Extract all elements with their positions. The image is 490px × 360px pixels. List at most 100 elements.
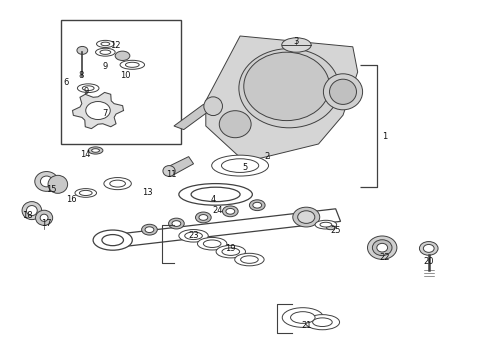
Ellipse shape: [199, 215, 208, 220]
Ellipse shape: [219, 111, 251, 138]
Text: 25: 25: [330, 226, 341, 235]
Text: 23: 23: [188, 231, 199, 240]
Text: 10: 10: [120, 71, 130, 80]
Ellipse shape: [92, 149, 99, 152]
Polygon shape: [103, 209, 341, 248]
Text: 13: 13: [142, 188, 152, 197]
Text: 21: 21: [301, 321, 312, 330]
Text: 9: 9: [83, 87, 88, 96]
Ellipse shape: [179, 184, 252, 205]
Ellipse shape: [203, 240, 221, 247]
Ellipse shape: [249, 200, 265, 211]
Ellipse shape: [372, 240, 392, 256]
Ellipse shape: [298, 211, 315, 223]
Ellipse shape: [101, 42, 110, 46]
Ellipse shape: [423, 244, 434, 252]
Text: 4: 4: [211, 195, 216, 204]
Text: 8: 8: [78, 71, 83, 80]
Text: 20: 20: [423, 256, 434, 265]
Ellipse shape: [145, 227, 154, 233]
Text: 18: 18: [22, 211, 32, 220]
Ellipse shape: [222, 206, 238, 217]
Ellipse shape: [77, 46, 88, 54]
Ellipse shape: [26, 206, 37, 216]
Ellipse shape: [125, 62, 139, 67]
Ellipse shape: [142, 224, 157, 235]
Ellipse shape: [222, 248, 240, 255]
Text: 14: 14: [80, 150, 91, 159]
Ellipse shape: [115, 51, 130, 60]
Polygon shape: [73, 93, 123, 129]
Ellipse shape: [35, 210, 53, 225]
Ellipse shape: [196, 212, 211, 223]
Text: 2: 2: [265, 152, 270, 161]
Ellipse shape: [172, 221, 181, 226]
Ellipse shape: [102, 235, 123, 246]
Ellipse shape: [22, 202, 42, 220]
Ellipse shape: [239, 49, 339, 128]
Text: 6: 6: [64, 78, 69, 87]
Ellipse shape: [244, 52, 329, 121]
Ellipse shape: [96, 48, 115, 56]
Ellipse shape: [235, 253, 264, 266]
Ellipse shape: [282, 38, 311, 52]
Ellipse shape: [100, 50, 111, 54]
Ellipse shape: [40, 176, 53, 187]
Text: 7: 7: [103, 109, 108, 118]
Text: 24: 24: [213, 206, 223, 215]
Ellipse shape: [75, 189, 97, 197]
Text: 16: 16: [66, 195, 76, 204]
Polygon shape: [167, 157, 194, 175]
Ellipse shape: [216, 246, 245, 258]
Ellipse shape: [86, 102, 110, 120]
Ellipse shape: [97, 40, 114, 48]
Ellipse shape: [40, 214, 48, 221]
Ellipse shape: [253, 202, 262, 208]
Ellipse shape: [35, 171, 58, 192]
Ellipse shape: [241, 256, 258, 263]
Text: 12: 12: [110, 40, 121, 49]
Ellipse shape: [120, 60, 145, 69]
Ellipse shape: [368, 236, 397, 259]
Ellipse shape: [48, 175, 68, 193]
Text: 3: 3: [294, 37, 299, 46]
Ellipse shape: [305, 315, 340, 330]
Ellipse shape: [313, 318, 332, 327]
Polygon shape: [206, 36, 358, 162]
Ellipse shape: [221, 159, 259, 172]
Text: 11: 11: [166, 170, 177, 179]
Text: 1: 1: [382, 132, 387, 141]
Ellipse shape: [79, 190, 92, 195]
Ellipse shape: [323, 74, 363, 110]
Ellipse shape: [377, 243, 388, 252]
Text: 17: 17: [41, 219, 52, 228]
Ellipse shape: [88, 147, 103, 154]
Ellipse shape: [93, 230, 132, 250]
Ellipse shape: [293, 207, 320, 227]
Ellipse shape: [204, 97, 222, 116]
Text: 19: 19: [225, 244, 236, 253]
Ellipse shape: [169, 218, 184, 229]
Ellipse shape: [191, 187, 240, 202]
Ellipse shape: [291, 312, 315, 323]
Text: 9: 9: [103, 62, 108, 71]
Ellipse shape: [185, 232, 202, 239]
Ellipse shape: [282, 308, 323, 327]
Ellipse shape: [320, 222, 332, 227]
Text: 5: 5: [243, 163, 247, 172]
Ellipse shape: [179, 230, 208, 242]
Ellipse shape: [82, 86, 94, 91]
Ellipse shape: [329, 79, 356, 104]
Ellipse shape: [315, 220, 337, 229]
Ellipse shape: [226, 208, 235, 214]
Text: 15: 15: [46, 184, 57, 194]
Ellipse shape: [77, 84, 99, 93]
Bar: [61, 20, 181, 144]
Ellipse shape: [163, 166, 175, 176]
Ellipse shape: [110, 180, 125, 187]
Polygon shape: [174, 104, 213, 130]
Ellipse shape: [197, 238, 227, 250]
Ellipse shape: [326, 225, 335, 230]
Ellipse shape: [419, 242, 438, 255]
Text: 22: 22: [379, 253, 390, 262]
